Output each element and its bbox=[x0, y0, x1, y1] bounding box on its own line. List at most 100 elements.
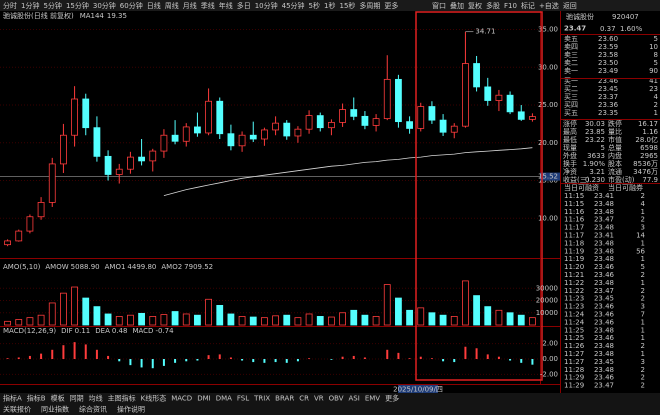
indicator-tab[interactable]: CR bbox=[299, 395, 309, 403]
indicator-tab[interactable]: 指标A bbox=[3, 394, 22, 403]
volume-bar bbox=[529, 317, 536, 326]
trade-price: 23.48 bbox=[594, 326, 614, 334]
candle-body bbox=[495, 94, 503, 101]
indicator-tab[interactable]: 更多 bbox=[385, 394, 399, 403]
indicator-tab[interactable]: FSL bbox=[237, 395, 249, 403]
stat-value: 16.17 bbox=[638, 120, 658, 128]
period-tab[interactable]: 多日 bbox=[237, 1, 251, 10]
candle-body bbox=[417, 106, 425, 129]
tool-button[interactable]: 窗口 bbox=[432, 1, 446, 10]
indicator-tab[interactable]: 指标B bbox=[27, 394, 46, 403]
volume-bar bbox=[305, 313, 313, 326]
stat-label: 最低 bbox=[563, 135, 577, 144]
indicator-tab[interactable]: DMI bbox=[197, 395, 211, 403]
period-tab[interactable]: 季线 bbox=[201, 1, 215, 10]
book-volume: 5 bbox=[654, 35, 658, 43]
volume-bar bbox=[182, 313, 190, 326]
stat-value: 77.9 bbox=[642, 176, 658, 184]
trade-price: 23.46 bbox=[594, 271, 615, 279]
book-level: 卖一 bbox=[564, 67, 578, 75]
period-tab[interactable]: 5秒 bbox=[309, 1, 320, 10]
status-tab[interactable]: 关联报价 bbox=[3, 405, 31, 414]
period-tab[interactable]: 月线 bbox=[183, 1, 197, 10]
macd-legend-value: 0.48 bbox=[112, 327, 128, 335]
candle-body bbox=[60, 134, 67, 165]
indicator-tab[interactable]: 模板 bbox=[51, 394, 65, 403]
period-tab[interactable]: 60分钟 bbox=[120, 1, 143, 10]
trade-price: 23.46 bbox=[594, 374, 615, 382]
book-price: 23.49 bbox=[598, 67, 618, 75]
candle-body bbox=[216, 100, 224, 135]
tool-button[interactable]: 叠加 bbox=[450, 1, 464, 10]
y-tick-label: 2.00 bbox=[542, 340, 558, 348]
trade-price: 23.48 bbox=[594, 342, 614, 350]
period-tab[interactable]: 日线 bbox=[147, 1, 161, 10]
period-tab[interactable]: 更多 bbox=[384, 1, 398, 10]
tool-button[interactable]: +自选 bbox=[539, 1, 559, 10]
indicator-tab[interactable]: MACD bbox=[171, 395, 192, 403]
status-tab[interactable]: 操作说明 bbox=[117, 405, 145, 414]
period-tab[interactable]: 分时 bbox=[3, 1, 17, 10]
period-tab[interactable]: 年线 bbox=[219, 1, 233, 10]
period-tab[interactable]: 5分钟 bbox=[43, 1, 61, 10]
indicator-tab[interactable]: OBV bbox=[329, 395, 344, 403]
period-tab[interactable]: 周线 bbox=[165, 1, 179, 10]
trade-volume: 5 bbox=[641, 263, 645, 271]
stock-code: 920407 bbox=[612, 13, 639, 21]
volume-bar bbox=[227, 313, 235, 326]
tool-button[interactable]: 复权 bbox=[468, 1, 482, 10]
tool-button[interactable]: 返回 bbox=[563, 2, 577, 10]
trade-volume: 2 bbox=[641, 366, 645, 374]
trade-time: 11:16 bbox=[564, 208, 585, 216]
trade-volume: 1 bbox=[641, 239, 645, 247]
volume-bar bbox=[484, 306, 492, 326]
period-tab[interactable]: 1分钟 bbox=[21, 1, 39, 10]
tool-button[interactable]: 标记 bbox=[521, 1, 535, 10]
stat-value: 5 bbox=[601, 144, 605, 152]
ma-value: 19.35 bbox=[107, 12, 127, 20]
indicator-tab[interactable]: EMV bbox=[365, 395, 380, 403]
volume-legend-value: 5088.90 bbox=[71, 263, 100, 271]
candle-body bbox=[428, 106, 436, 121]
trade-volume: 2 bbox=[641, 287, 645, 295]
candle-body bbox=[328, 121, 335, 129]
indicator-tab[interactable]: BRAR bbox=[275, 395, 294, 403]
candle-body bbox=[439, 119, 447, 133]
indicator-tab[interactable]: VR bbox=[314, 395, 324, 403]
period-tab[interactable]: 10分钟 bbox=[255, 1, 278, 10]
period-tab[interactable]: 15分钟 bbox=[66, 1, 89, 10]
status-tab[interactable]: 综合资讯 bbox=[79, 405, 107, 414]
trade-price: 23.48 bbox=[594, 255, 614, 263]
indicator-tab[interactable]: ASI bbox=[349, 395, 360, 403]
book-level: 买五 bbox=[564, 109, 578, 117]
indicator-tab[interactable]: TRIX bbox=[253, 395, 270, 403]
tool-button[interactable]: 多股 bbox=[486, 1, 500, 10]
trade-time: 11:28 bbox=[564, 366, 584, 374]
period-tab[interactable]: 30分钟 bbox=[93, 1, 116, 10]
status-tab[interactable]: 同业指数 bbox=[41, 405, 69, 414]
volume-bar bbox=[60, 292, 67, 326]
indicator-tab[interactable]: 同期 bbox=[70, 395, 84, 403]
indicator-tab[interactable]: 主图指标 bbox=[108, 394, 136, 403]
candle-body bbox=[462, 63, 469, 127]
trade-price: 23.47 bbox=[594, 216, 614, 224]
book-volume: 1 bbox=[654, 109, 658, 117]
volume-bar bbox=[15, 319, 23, 326]
book-level: 买一 bbox=[564, 77, 578, 85]
indicator-tab[interactable]: DMA bbox=[216, 395, 232, 403]
indicator-tab[interactable]: 均线 bbox=[89, 394, 103, 403]
candle-body bbox=[450, 125, 458, 133]
period-tab[interactable]: 1秒 bbox=[324, 1, 335, 10]
period-tab[interactable]: 多周期 bbox=[359, 1, 380, 10]
candle-body bbox=[283, 122, 291, 137]
tool-button[interactable]: F10 bbox=[504, 2, 517, 10]
period-tab[interactable]: 15秒 bbox=[339, 1, 355, 10]
period-tab[interactable]: 45分钟 bbox=[282, 1, 305, 10]
y-tick-label: 10000 bbox=[536, 309, 558, 317]
volume-bar bbox=[473, 295, 480, 326]
indicator-tab[interactable]: K线形态 bbox=[141, 394, 167, 403]
stat-label: 收益(三) bbox=[563, 175, 590, 184]
stat-label: 股本 bbox=[608, 159, 622, 168]
date-label-bg bbox=[398, 385, 438, 393]
